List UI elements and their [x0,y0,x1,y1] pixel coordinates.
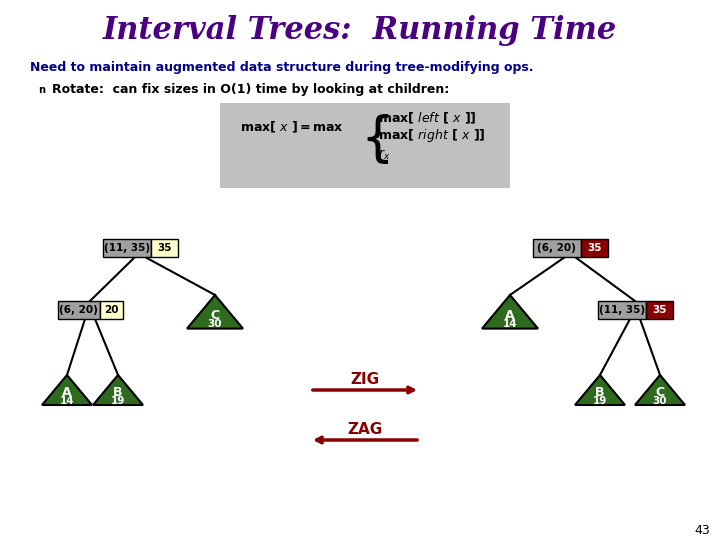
Text: (11, 35): (11, 35) [599,305,645,315]
Text: 35: 35 [652,305,667,315]
Polygon shape [575,375,625,405]
FancyBboxPatch shape [58,301,100,319]
Text: A: A [505,309,515,322]
FancyBboxPatch shape [220,103,510,188]
Text: 19: 19 [111,395,125,406]
Text: n: n [38,85,45,95]
FancyBboxPatch shape [533,239,581,257]
Text: C: C [655,387,665,400]
Text: B: B [595,387,605,400]
Text: ZAG: ZAG [347,422,382,437]
FancyBboxPatch shape [102,239,151,257]
Text: Need to maintain augmented data structure during tree-modifying ops.: Need to maintain augmented data structur… [30,62,534,75]
Text: Rotate:  can fix sizes in O(1) time by looking at children:: Rotate: can fix sizes in O(1) time by lo… [52,84,449,97]
Polygon shape [482,295,538,329]
FancyBboxPatch shape [151,239,178,257]
Polygon shape [635,375,685,405]
Polygon shape [93,375,143,405]
Text: 14: 14 [60,395,74,406]
Text: B: B [113,387,122,400]
Text: 30: 30 [653,395,667,406]
Text: 35: 35 [157,243,171,253]
FancyBboxPatch shape [100,301,122,319]
Polygon shape [42,375,92,405]
Text: ZIG: ZIG [351,373,379,388]
Text: C: C [210,309,220,322]
Text: 20: 20 [104,305,118,315]
Text: 30: 30 [208,319,222,328]
Text: 43: 43 [694,523,710,537]
Text: (11, 35): (11, 35) [104,243,150,253]
Text: A: A [62,387,72,400]
FancyBboxPatch shape [598,301,647,319]
Text: $\mathbf{max[}$ $\mathit{x}$ $\mathbf{] = max}$: $\mathbf{max[}$ $\mathit{x}$ $\mathbf{] … [240,119,343,134]
Text: 14: 14 [503,319,517,328]
Text: $\mathbf{max[}$ $\mathit{left}$ $\mathbf{[}$ $\mathit{x}$ $\mathbf{]]}$: $\mathbf{max[}$ $\mathit{left}$ $\mathbf… [378,111,477,126]
Text: (6, 20): (6, 20) [59,305,98,315]
FancyBboxPatch shape [581,239,608,257]
Text: $\mathbf{max[}$ $\mathit{right}$ $\mathbf{[}$ $\mathit{x}$ $\mathbf{]]}$: $\mathbf{max[}$ $\mathit{right}$ $\mathb… [378,127,485,145]
Text: 19: 19 [593,395,607,406]
Text: $\mathit{r}_{\mathit{x}}$: $\mathit{r}_{\mathit{x}}$ [378,148,390,162]
Polygon shape [187,295,243,329]
FancyBboxPatch shape [647,301,672,319]
Text: 35: 35 [587,243,602,253]
Text: (6, 20): (6, 20) [537,243,576,253]
Text: {: { [360,114,394,166]
Text: Interval Trees:  Running Time: Interval Trees: Running Time [103,15,617,45]
